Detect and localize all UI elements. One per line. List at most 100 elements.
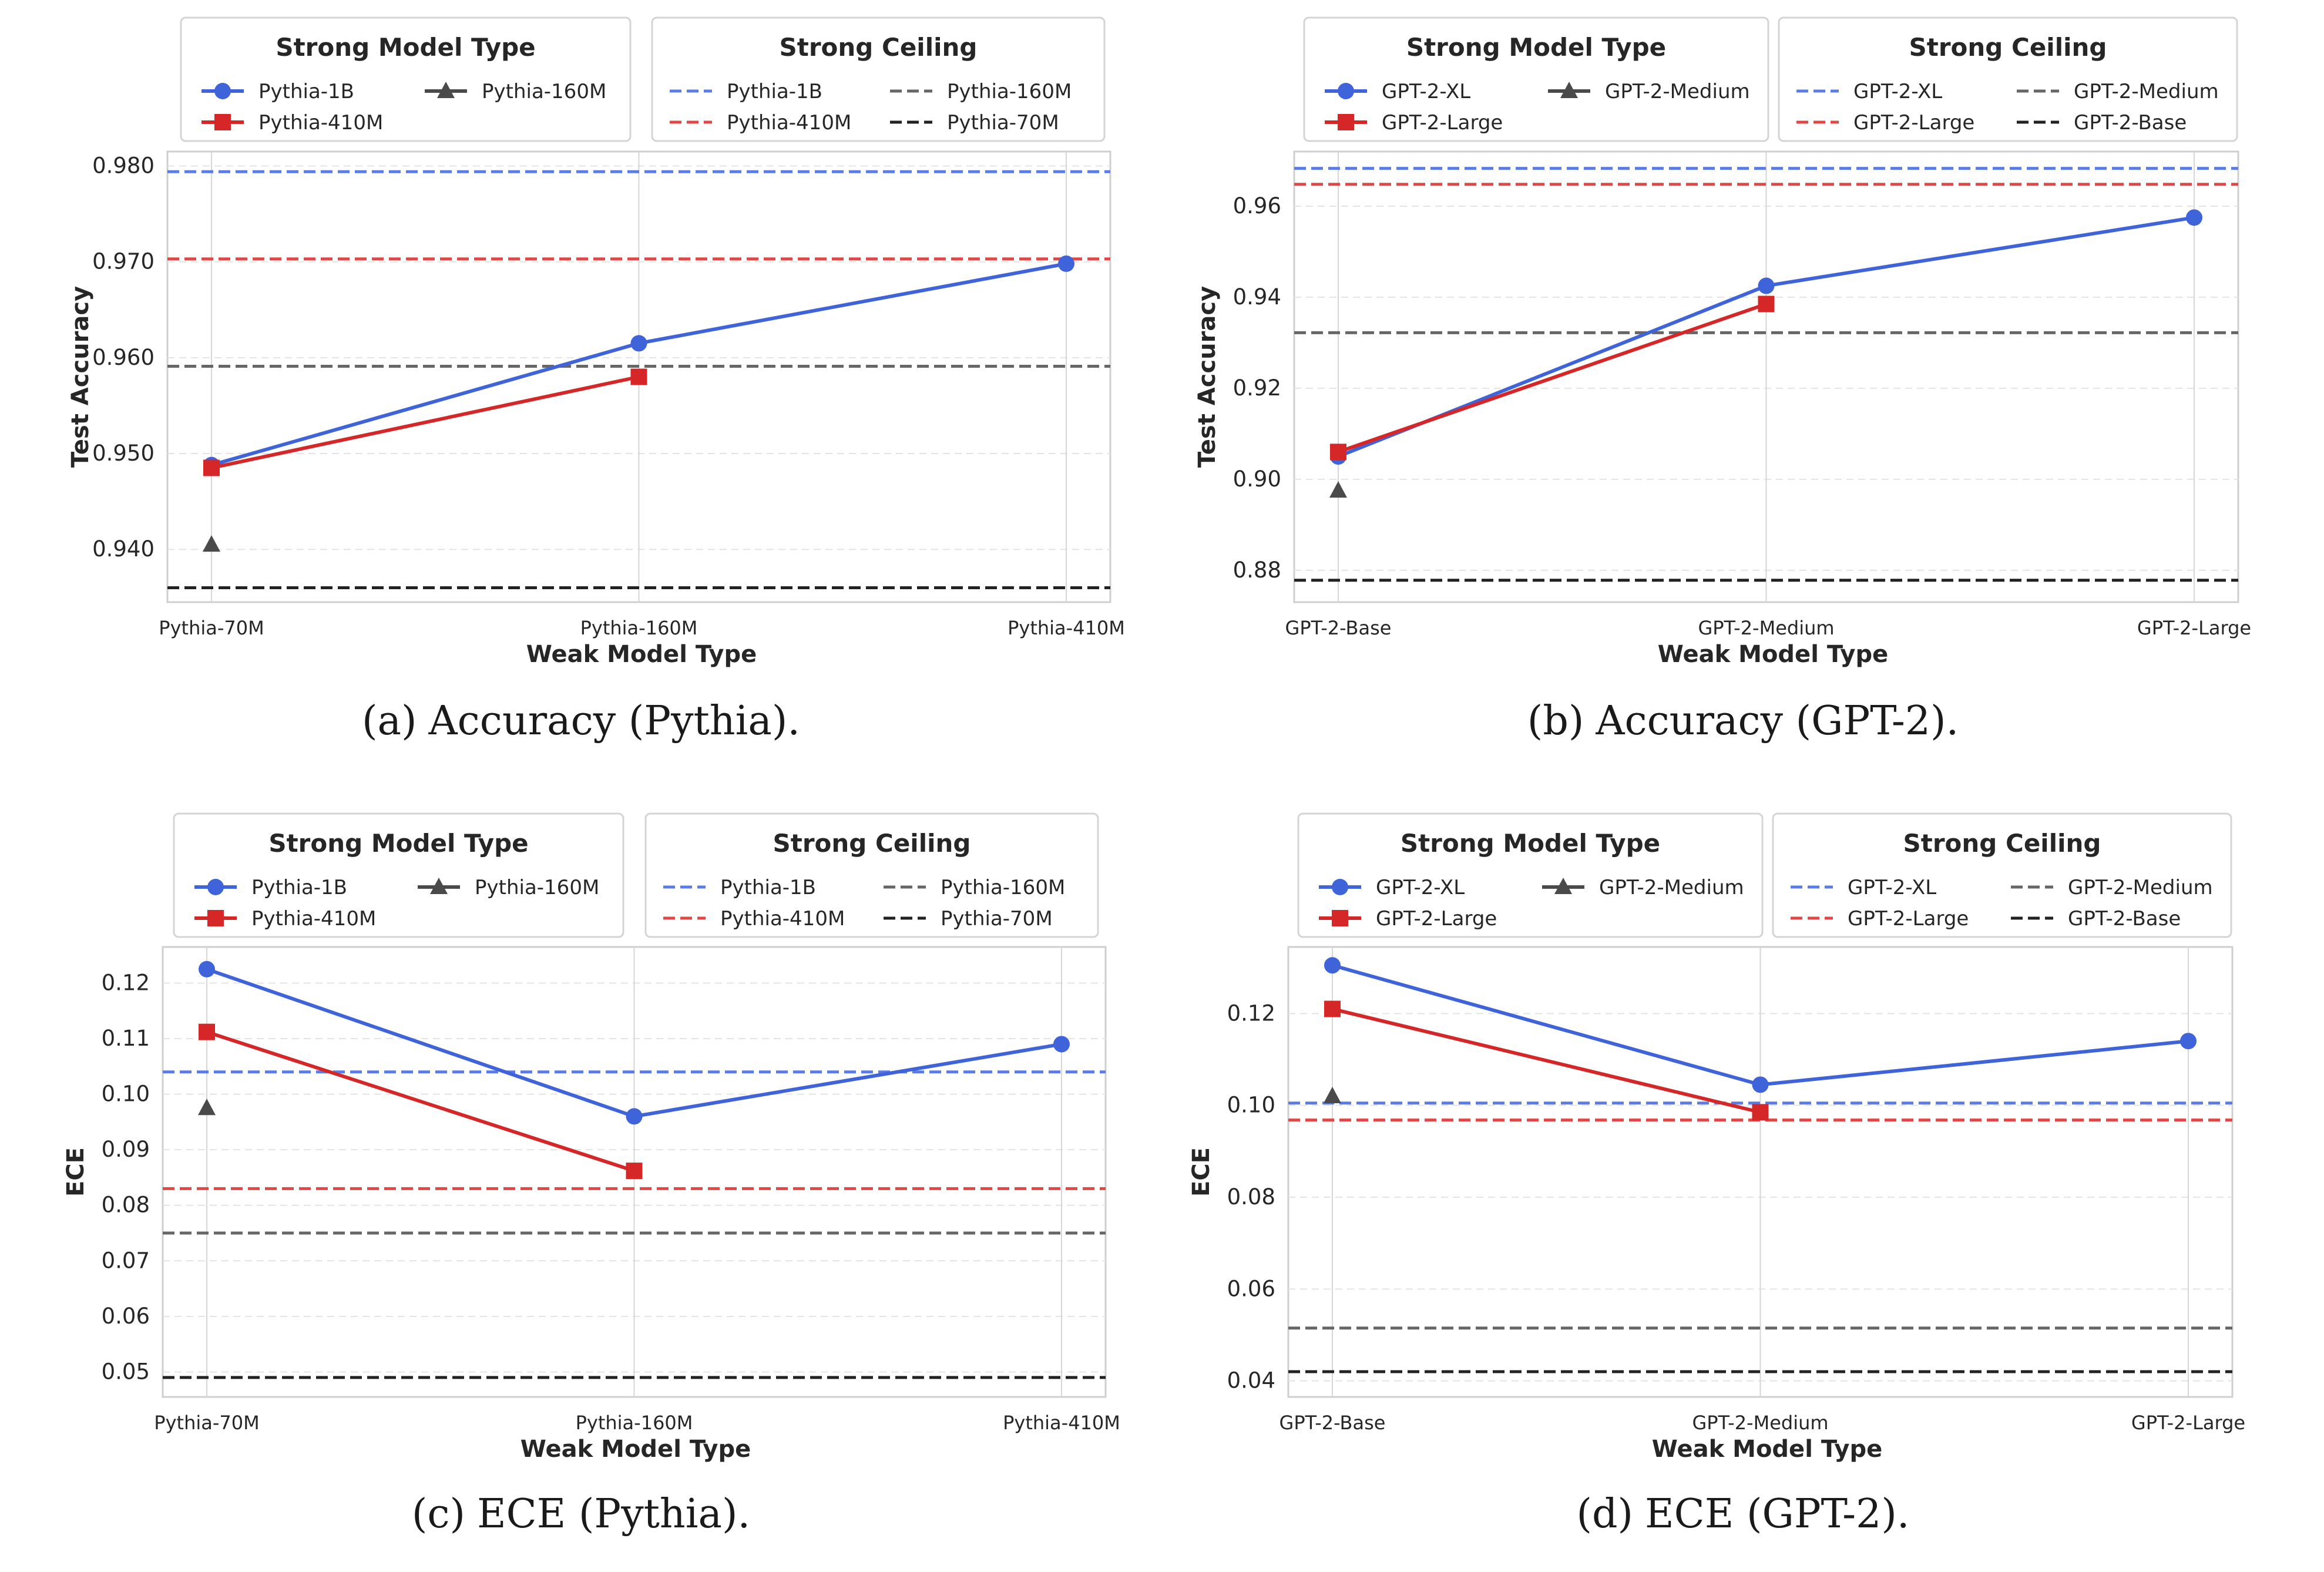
legend-strong-ceiling: Strong Ceiling Pythia-1B Pythia-410M Pythia… (644, 812, 1099, 938)
x-tick-label: Pythia-70M (159, 617, 264, 639)
y-axis-label: ECE (1188, 1147, 1215, 1197)
legend-entry: GPT-2-XL (1382, 80, 1470, 103)
legend-box (173, 812, 624, 938)
series-line-pythia-410m (206, 1030, 635, 1173)
caption-d-label: (d) (1576, 1491, 1634, 1537)
legend-entry: GPT-2-XL (1376, 876, 1465, 899)
data-point-gpt-2-large (1330, 444, 1346, 461)
y-tick-label: 0.08 (102, 1193, 150, 1218)
data-point-gpt-2-large (1758, 295, 1775, 313)
legend-entry: Pythia-160M (475, 876, 599, 899)
legend-entry: GPT-2-Base (2068, 907, 2181, 931)
legend-box (180, 16, 632, 142)
y-tick-label: 0.11 (102, 1026, 150, 1051)
legend-marker (1338, 114, 1354, 130)
caption-a: (a) Accuracy (Pythia). (0, 698, 1162, 744)
data-point-pythia-1b (630, 335, 647, 352)
legend-strong-model-type: Strong Model Type GPT-2-XL GPT-2-Large GPT-… (1303, 16, 1769, 142)
data-point-pythia-410m (199, 1023, 215, 1040)
legend-entry: Pythia-410M (251, 907, 376, 931)
legend-marker (207, 879, 224, 895)
y-tick-label: 0.05 (102, 1359, 150, 1384)
y-tick-label: 0.10 (102, 1081, 150, 1107)
legend-marker (1554, 878, 1572, 894)
data-point-pythia-160m (203, 535, 220, 552)
data-point-pythia-1b (626, 1108, 643, 1125)
legend-entry: GPT-2-Large (1376, 907, 1497, 931)
x-axis-label: Weak Model Type (526, 641, 757, 668)
data-point-pythia-410m (630, 368, 647, 385)
x-tick-label: Pythia-160M (580, 617, 698, 639)
legend-entry: GPT-2-Medium (1599, 876, 1744, 899)
legend-title: Strong Ceiling (1909, 33, 2107, 62)
caption-a-label: (a) (361, 698, 417, 744)
data-point-gpt-2-xl (1752, 1076, 1769, 1093)
chart-d: 0.04 0.06 0.08 0.10 0.12 GPT-2-Base GPT-2-Medi… (1188, 812, 2245, 1463)
data-point-pythia-1b (1058, 255, 1074, 272)
data-point-gpt-2-xl (1324, 957, 1341, 974)
legend-entry: Pythia-1B (258, 80, 354, 103)
legend-box (1778, 16, 2238, 142)
x-axis-label: Weak Model Type (1652, 1436, 1882, 1463)
y-axis-label: Test Accuracy (1194, 286, 1221, 468)
legend-title: Strong Model Type (276, 33, 535, 62)
caption-d-text: ECE (GPT-2). (1645, 1491, 1910, 1537)
legend-title: Strong Ceiling (780, 33, 978, 62)
legend-entry: GPT-2-XL (1848, 876, 1936, 899)
legend-entry: GPT-2-Large (1382, 111, 1503, 135)
legend-entry: Pythia-410M (720, 907, 845, 931)
data-point-pythia-1b (1053, 1036, 1070, 1053)
series-line-gpt-2-large (1332, 1007, 1761, 1114)
legend-entry: Pythia-160M (947, 80, 1072, 103)
data-point-pythia-160m (198, 1099, 216, 1116)
y-tick-label: 0.92 (1233, 375, 1281, 401)
data-point-gpt-2-xl (2186, 209, 2202, 226)
x-tick-label: Pythia-410M (1003, 1412, 1120, 1434)
legend-strong-model-type: Strong Model Type Pythia-1B Pythia-410M Pyt… (173, 812, 624, 938)
legend-entry: Pythia-70M (947, 111, 1059, 135)
caption-a-text: Accuracy (Pythia). (428, 698, 801, 744)
y-tick-label: 0.980 (92, 153, 155, 178)
legend-entry: Pythia-1B (251, 876, 347, 899)
legend-entry: Pythia-410M (258, 111, 383, 135)
x-tick-label: Pythia-70M (154, 1412, 259, 1434)
legend-entry: Pythia-410M (727, 111, 851, 135)
y-tick-label: 0.04 (1227, 1368, 1275, 1393)
x-tick-label: Pythia-410M (1007, 617, 1125, 639)
y-tick-label: 0.96 (1233, 193, 1281, 219)
legend-strong-ceiling: Strong Ceiling GPT-2-XL GPT-2-Large GPT-2-M… (1778, 16, 2238, 142)
y-tick-label: 0.10 (1227, 1093, 1275, 1118)
legend-marker (207, 910, 224, 926)
legend-entry: GPT-2-Medium (2068, 876, 2213, 899)
legend-strong-ceiling: Strong Ceiling GPT-2-XL GPT-2-Large GPT-2-M… (1772, 812, 2232, 938)
series-line-gpt-2-large (1338, 302, 1767, 454)
y-tick-label: 0.88 (1233, 557, 1281, 583)
legend-marker (214, 83, 231, 99)
y-axis-label: Test Accuracy (67, 286, 94, 468)
legend-strong-model-type: Strong Model Type Pythia-1B Pythia-410M Pyt… (180, 16, 632, 142)
legend-marker (214, 114, 231, 130)
legend-box (1297, 812, 1764, 938)
legend-entry: GPT-2-Medium (1605, 80, 1750, 103)
legend-entry: GPT-2-Large (1848, 907, 1969, 931)
data-point-pythia-1b (199, 960, 215, 978)
legend-marker (430, 878, 448, 894)
legend-box (651, 16, 1106, 142)
data-point-gpt-2-xl (2180, 1033, 2197, 1050)
x-tick-label: Pythia-160M (576, 1412, 693, 1434)
legend-entry: Pythia-70M (941, 907, 1053, 931)
legend-entry: GPT-2-Base (2074, 111, 2187, 135)
y-tick-label: 0.960 (92, 345, 155, 370)
legend-box (644, 812, 1099, 938)
x-tick-label: GPT-2-Medium (1698, 617, 1834, 639)
legend-title: Strong Ceiling (773, 829, 971, 858)
y-tick-label: 0.90 (1233, 466, 1281, 492)
data-point-pythia-410m (626, 1163, 643, 1180)
y-tick-label: 0.07 (102, 1248, 150, 1273)
data-point-gpt-2-large (1752, 1104, 1769, 1121)
x-tick-label: GPT-2-Large (2131, 1412, 2245, 1434)
x-tick-label: GPT-2-Large (2137, 617, 2251, 639)
caption-b-label: (b) (1527, 698, 1584, 744)
y-tick-label: 0.970 (92, 249, 155, 274)
